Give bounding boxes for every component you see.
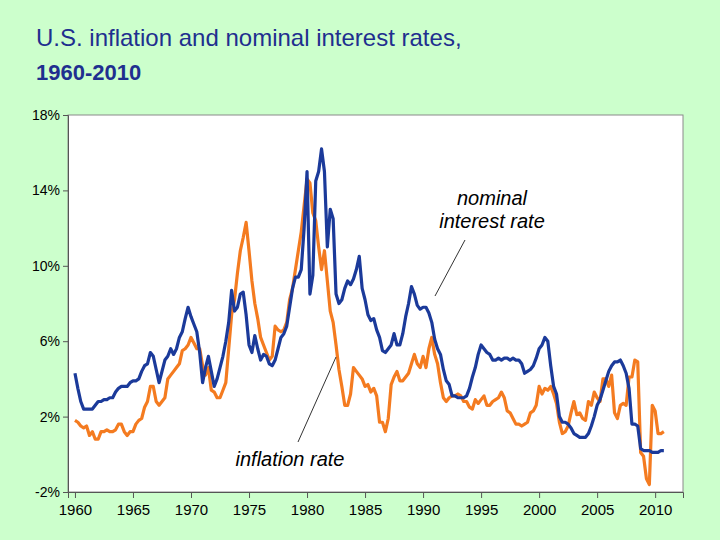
x-tick: 1970 [175,492,208,518]
y-tick: 18% [32,107,68,123]
title-line: 1960-2010 [36,60,141,85]
x-tick: 1975 [233,492,266,518]
y-tick-label: 6% [40,333,60,349]
x-tick: 2005 [581,492,614,518]
y-tick-mark [63,266,68,267]
series-label: nominalinterest rate [439,187,545,232]
x-tick-label: 1985 [349,501,382,518]
x-tick-mark [133,492,134,498]
x-tick-label: 1965 [117,501,150,518]
x-tick-label: 1995 [465,501,498,518]
series-line [75,179,664,484]
x-tick-mark [307,492,308,498]
x-tick-mark [423,492,424,498]
y-tick: 6% [40,333,68,349]
leader-line [435,240,465,296]
x-tick-label: 1980 [291,501,324,518]
x-tick: 1980 [291,492,324,518]
x-tick-mark [481,492,482,498]
y-tick-mark [63,341,68,342]
x-tick-mark [539,492,540,498]
x-tick-label: 2010 [639,501,672,518]
title-line: U.S. inflation and nominal interest rate… [36,24,462,51]
background [0,0,720,540]
series-label: inflation rate [236,448,345,470]
y-tick-mark [63,492,68,493]
y-tick: 14% [32,182,68,198]
y-tick: -2% [35,484,68,500]
x-tick-mark [249,492,250,498]
x-tick-mark [365,492,366,498]
x-tick: 1995 [465,492,498,518]
x-tick: 1990 [407,492,440,518]
x-axis-line [69,493,684,499]
leader-line [298,357,336,442]
y-tick: 2% [40,409,68,425]
x-tick: 2000 [523,492,556,518]
x-tick-mark [655,492,656,498]
y-tick-label: -2% [35,484,60,500]
x-tick: 2010 [639,492,672,518]
chart-container: U.S. inflation and nominal interest rate… [0,0,720,540]
x-tick: 1985 [349,492,382,518]
y-tick: 10% [32,258,68,274]
x-tick-label: 1990 [407,501,440,518]
x-tick-label: 2005 [581,501,614,518]
series-label-line: nominal [457,187,528,209]
series-line [75,149,664,452]
x-tick-label: 2000 [523,501,556,518]
y-axis: -2% 2% 6% 10% 14% 18% [32,107,69,500]
x-tick: 1965 [117,492,150,518]
y-tick-label: 2% [40,409,60,425]
series-group [75,149,664,485]
x-tick: 1960 [59,492,92,518]
x-tick-mark [597,492,598,498]
y-tick-mark [63,417,68,418]
x-tick-label: 1960 [59,501,92,518]
y-axis-line [63,116,69,493]
y-tick-label: 10% [32,258,60,274]
y-tick-mark [63,115,68,116]
series-label-line: inflation rate [236,448,345,470]
x-axis: 1960 1965 1970 1975 1980 1985 1990 1995 2000 2005… [59,492,684,518]
y-tick-mark [63,190,68,191]
x-tick-label: 1975 [233,501,266,518]
series-label-line: interest rate [439,210,545,232]
y-tick-label: 18% [32,107,60,123]
plot-area [68,115,683,492]
x-tick-label: 1970 [175,501,208,518]
x-tick-mark [75,492,76,498]
x-tick-mark [191,492,192,498]
chart-svg: U.S. inflation and nominal interest rate… [0,0,720,540]
title: U.S. inflation and nominal interest rate… [36,24,462,85]
y-tick-label: 14% [32,182,60,198]
